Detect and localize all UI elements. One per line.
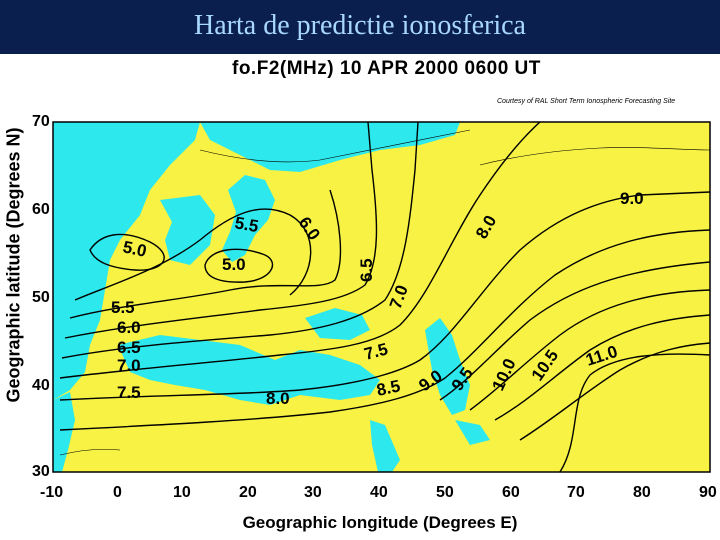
land-area: [53, 122, 710, 472]
x-tick-60: 60: [502, 484, 520, 501]
contour-label-5.0-b: 5.0: [222, 255, 246, 274]
x-tick-80: 80: [633, 484, 651, 501]
credit-note: Courtesy of RAL Short Term Ionospheric F…: [497, 98, 676, 105]
y-tick-50: 50: [32, 289, 50, 306]
red-sea: [370, 420, 400, 472]
baltic-sea: [222, 175, 275, 262]
x-tick-70: 70: [567, 484, 585, 501]
contour-label-6.0-b: 6.0: [117, 318, 141, 337]
x-axis-label: Geographic longitude (Degrees E): [242, 513, 518, 532]
slide-title: Harta de predictie ionosferica: [194, 10, 526, 41]
x-tick-30: 30: [304, 484, 322, 501]
x-tick-40: 40: [370, 484, 388, 501]
y-tick-70: 70: [32, 113, 50, 130]
arctic-sea: [200, 122, 460, 172]
slide-title-bar: Harta de predictie ionosferica: [0, 0, 720, 54]
x-tick-10: 10: [173, 484, 191, 501]
x-tick-m10: -10: [40, 484, 64, 501]
mediterranean-sea: [118, 335, 380, 405]
contour-lines: [59, 122, 710, 472]
contour-label-7.0-b: 7.0: [117, 356, 141, 375]
contour-label-9.0-b: 9.0: [620, 189, 644, 208]
coastlines: [59, 129, 710, 456]
contour-label-5.0-a: 5.0: [121, 237, 148, 260]
atlantic-south: [53, 392, 75, 472]
contour-label-7.5-b: 7.5: [117, 383, 141, 402]
atlantic-sea: [53, 122, 200, 400]
contour-label-5.5-b: 5.5: [111, 298, 135, 317]
map-frame: [52, 121, 711, 473]
y-tick-60: 60: [32, 201, 50, 218]
contour-label-6.5-a: 6.5: [357, 258, 376, 282]
north-sea: [160, 195, 215, 265]
x-tick-0: 0: [113, 484, 122, 501]
contour-label-8.0-a: 8.0: [266, 389, 290, 408]
x-tick-90: 90: [699, 484, 717, 501]
y-tick-30: 30: [32, 463, 50, 480]
contour-label-6.5-b: 6.5: [117, 338, 141, 357]
black-sea: [305, 308, 370, 340]
contour-label-5.5-a: 5.5: [233, 213, 260, 236]
x-tick-50: 50: [436, 484, 454, 501]
caspian-sea: [425, 318, 470, 415]
persian-gulf: [455, 420, 490, 445]
y-tick-40: 40: [32, 377, 50, 394]
contour-label-8.5: 8.5: [375, 376, 402, 399]
map-title: fo.F2(MHz) 10 APR 2000 0600 UT: [232, 58, 541, 79]
x-tick-20: 20: [239, 484, 257, 501]
